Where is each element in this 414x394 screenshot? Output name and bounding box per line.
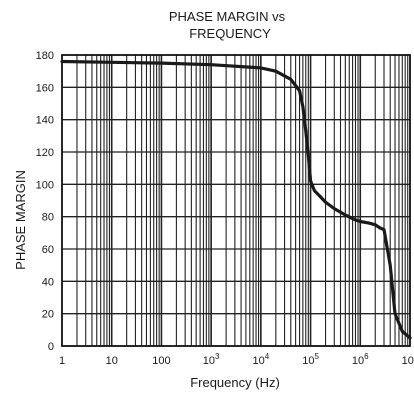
x-tick-label: 100 bbox=[152, 355, 170, 367]
x-tick-label: 104 bbox=[253, 352, 270, 367]
y-tick-label: 20 bbox=[42, 309, 54, 321]
y-tick-label: 40 bbox=[42, 276, 54, 288]
x-tick-label: 105 bbox=[302, 352, 319, 367]
x-tick-label: 10 bbox=[106, 355, 118, 367]
y-tick-label: 100 bbox=[36, 179, 54, 191]
chart-title-line2: FREQUENCY bbox=[189, 26, 271, 41]
y-tick-label: 160 bbox=[36, 82, 54, 94]
chart-title-line1: PHASE MARGIN vs bbox=[169, 9, 286, 24]
y-tick-label: 140 bbox=[36, 115, 54, 127]
x-tick-label: 1 bbox=[59, 355, 65, 367]
grid bbox=[62, 55, 410, 346]
y-axis-label: PHASE MARGIN bbox=[13, 170, 28, 270]
plot-frame bbox=[61, 54, 411, 347]
tick-labels: 0 20 40 60 80 100 120 140 160 180 1 10 100 103 104 105 1… bbox=[36, 50, 414, 367]
y-tick-label: 180 bbox=[36, 50, 54, 62]
x-axis-label: Frequency (Hz) bbox=[190, 375, 280, 390]
y-tick-label: 0 bbox=[48, 341, 54, 353]
y-tick-label: 60 bbox=[42, 244, 54, 256]
x-tick-label: 106 bbox=[352, 352, 369, 367]
x-tick-label: 107 bbox=[402, 352, 414, 367]
y-tick-label: 120 bbox=[36, 147, 54, 159]
y-tick-label: 80 bbox=[42, 212, 54, 224]
series-line-phase-margin bbox=[60, 59, 412, 340]
x-tick-label: 103 bbox=[203, 352, 220, 367]
